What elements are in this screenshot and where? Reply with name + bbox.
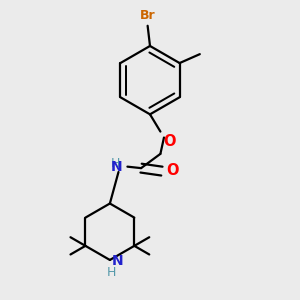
- Text: H: H: [111, 157, 120, 170]
- Text: H: H: [107, 266, 116, 279]
- Text: N: N: [111, 254, 123, 268]
- Text: O: O: [166, 163, 178, 178]
- Text: N: N: [111, 160, 122, 174]
- Text: O: O: [164, 134, 176, 149]
- Text: Br: Br: [140, 9, 155, 22]
